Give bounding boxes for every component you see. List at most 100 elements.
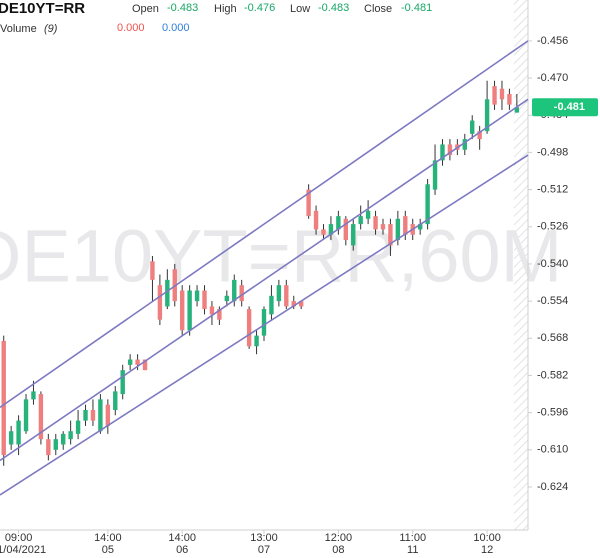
candle-body — [150, 261, 155, 280]
low-value: -0.483 — [318, 2, 349, 14]
candle-body — [321, 229, 326, 235]
candle-body — [395, 218, 401, 241]
candle-body — [209, 306, 215, 315]
y-tick-label: -0.456 — [537, 35, 568, 47]
channel-line — [0, 98, 529, 462]
candle-body — [484, 99, 490, 132]
candle-body — [194, 290, 200, 302]
close-value: -0.481 — [401, 2, 432, 14]
candle-body — [61, 433, 66, 445]
candle-body — [343, 218, 349, 241]
candle-body — [514, 107, 520, 113]
candle-body — [8, 431, 14, 445]
candle-body — [425, 184, 430, 225]
candle-body — [313, 210, 319, 230]
candle-body — [358, 216, 363, 225]
candle-body — [120, 370, 125, 395]
candle-body — [351, 224, 356, 246]
x-tick-sublabel: 05 — [102, 544, 114, 556]
x-tick-sublabel: 07 — [258, 544, 270, 556]
candle-body — [90, 409, 96, 421]
y-tick-label: -0.596 — [537, 407, 568, 419]
candle-body — [16, 420, 21, 445]
volume-label: Volume — [0, 23, 37, 35]
candle-body — [187, 290, 192, 331]
x-tick-sublabel: 08 — [332, 544, 344, 556]
candle-body — [217, 309, 222, 320]
channel-line — [0, 154, 529, 496]
candle-body — [127, 359, 133, 365]
candle-body — [499, 88, 505, 100]
y-tick-label: -0.526 — [537, 221, 568, 233]
candle-body — [365, 210, 371, 219]
candle-body — [373, 216, 378, 230]
candle-body — [388, 224, 393, 246]
candle-body — [477, 131, 482, 140]
low-label: Low — [290, 3, 310, 15]
candle-body — [269, 295, 274, 315]
x-tick-label: 14:00 — [94, 532, 122, 544]
volume-value: 0.000 — [117, 22, 145, 34]
y-tick-label: -0.554 — [537, 295, 568, 307]
channel-line — [0, 40, 529, 408]
candle-body — [432, 160, 438, 190]
x-tick-label: 11:00 — [399, 532, 426, 544]
candle-body — [179, 290, 185, 331]
y-tick-label: -0.568 — [537, 332, 568, 344]
candle-body — [470, 120, 475, 134]
x-tick-sublabel: 01/04/2021 — [0, 544, 46, 556]
y-tick-label: -0.624 — [537, 481, 568, 493]
candle-body — [440, 144, 445, 161]
x-tick-label: 13:00 — [250, 532, 278, 544]
y-tick-label: -0.540 — [537, 258, 568, 270]
x-tick-label: 14:00 — [168, 532, 196, 544]
candle-body — [232, 279, 237, 302]
volume-value: 0.000 — [162, 22, 190, 34]
candle-body — [68, 431, 73, 440]
candle-body — [380, 224, 386, 230]
watermark: DE10YT=RR,60M — [0, 215, 562, 298]
x-tick-sublabel: 06 — [176, 544, 188, 556]
x-tick-label: 12:00 — [325, 532, 353, 544]
high-value: -0.476 — [244, 2, 275, 14]
y-tick-label: -0.610 — [537, 444, 568, 456]
candle-body — [83, 409, 88, 421]
candle-body — [284, 285, 289, 307]
x-tick-sublabel: 11 — [407, 544, 418, 556]
x-tick-label: 09:00 — [5, 532, 33, 544]
volume-period: (9) — [44, 23, 58, 35]
candle-body — [336, 216, 341, 230]
candle-body — [224, 295, 230, 302]
close-label: Close — [364, 3, 392, 15]
candle-body — [1, 340, 6, 456]
candle-body — [53, 439, 58, 450]
y-tick-label: -0.582 — [537, 369, 568, 381]
candle-body — [157, 285, 163, 320]
candle-body — [98, 399, 103, 432]
candle-body — [46, 439, 51, 456]
candle-body — [254, 335, 259, 347]
symbol-title: DE10YT=RR — [0, 0, 85, 17]
open-label: Open — [132, 3, 159, 15]
future-area — [514, 0, 528, 530]
candle-body — [75, 420, 81, 434]
candle-body — [403, 216, 408, 235]
candle-body — [31, 391, 36, 400]
candle-body — [261, 309, 267, 336]
candle-body — [291, 301, 296, 307]
candle-body — [417, 224, 423, 230]
candle-body — [105, 404, 111, 426]
y-tick-label: -0.498 — [537, 146, 568, 158]
candle-body — [113, 391, 118, 410]
candle-body — [306, 189, 311, 217]
candle-body — [246, 309, 252, 347]
candle-body — [328, 224, 334, 235]
candle-body — [38, 394, 44, 440]
candle-body — [447, 144, 453, 156]
candle-body — [135, 359, 140, 365]
high-label: High — [214, 3, 237, 15]
price-badge — [532, 98, 598, 117]
candle-body — [202, 290, 207, 310]
price-badge-label: -0.481 — [554, 101, 585, 113]
